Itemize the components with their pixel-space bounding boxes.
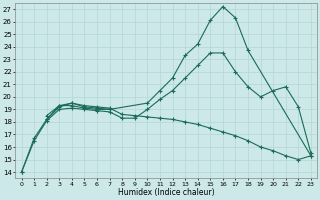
X-axis label: Humidex (Indice chaleur): Humidex (Indice chaleur)	[118, 188, 214, 197]
